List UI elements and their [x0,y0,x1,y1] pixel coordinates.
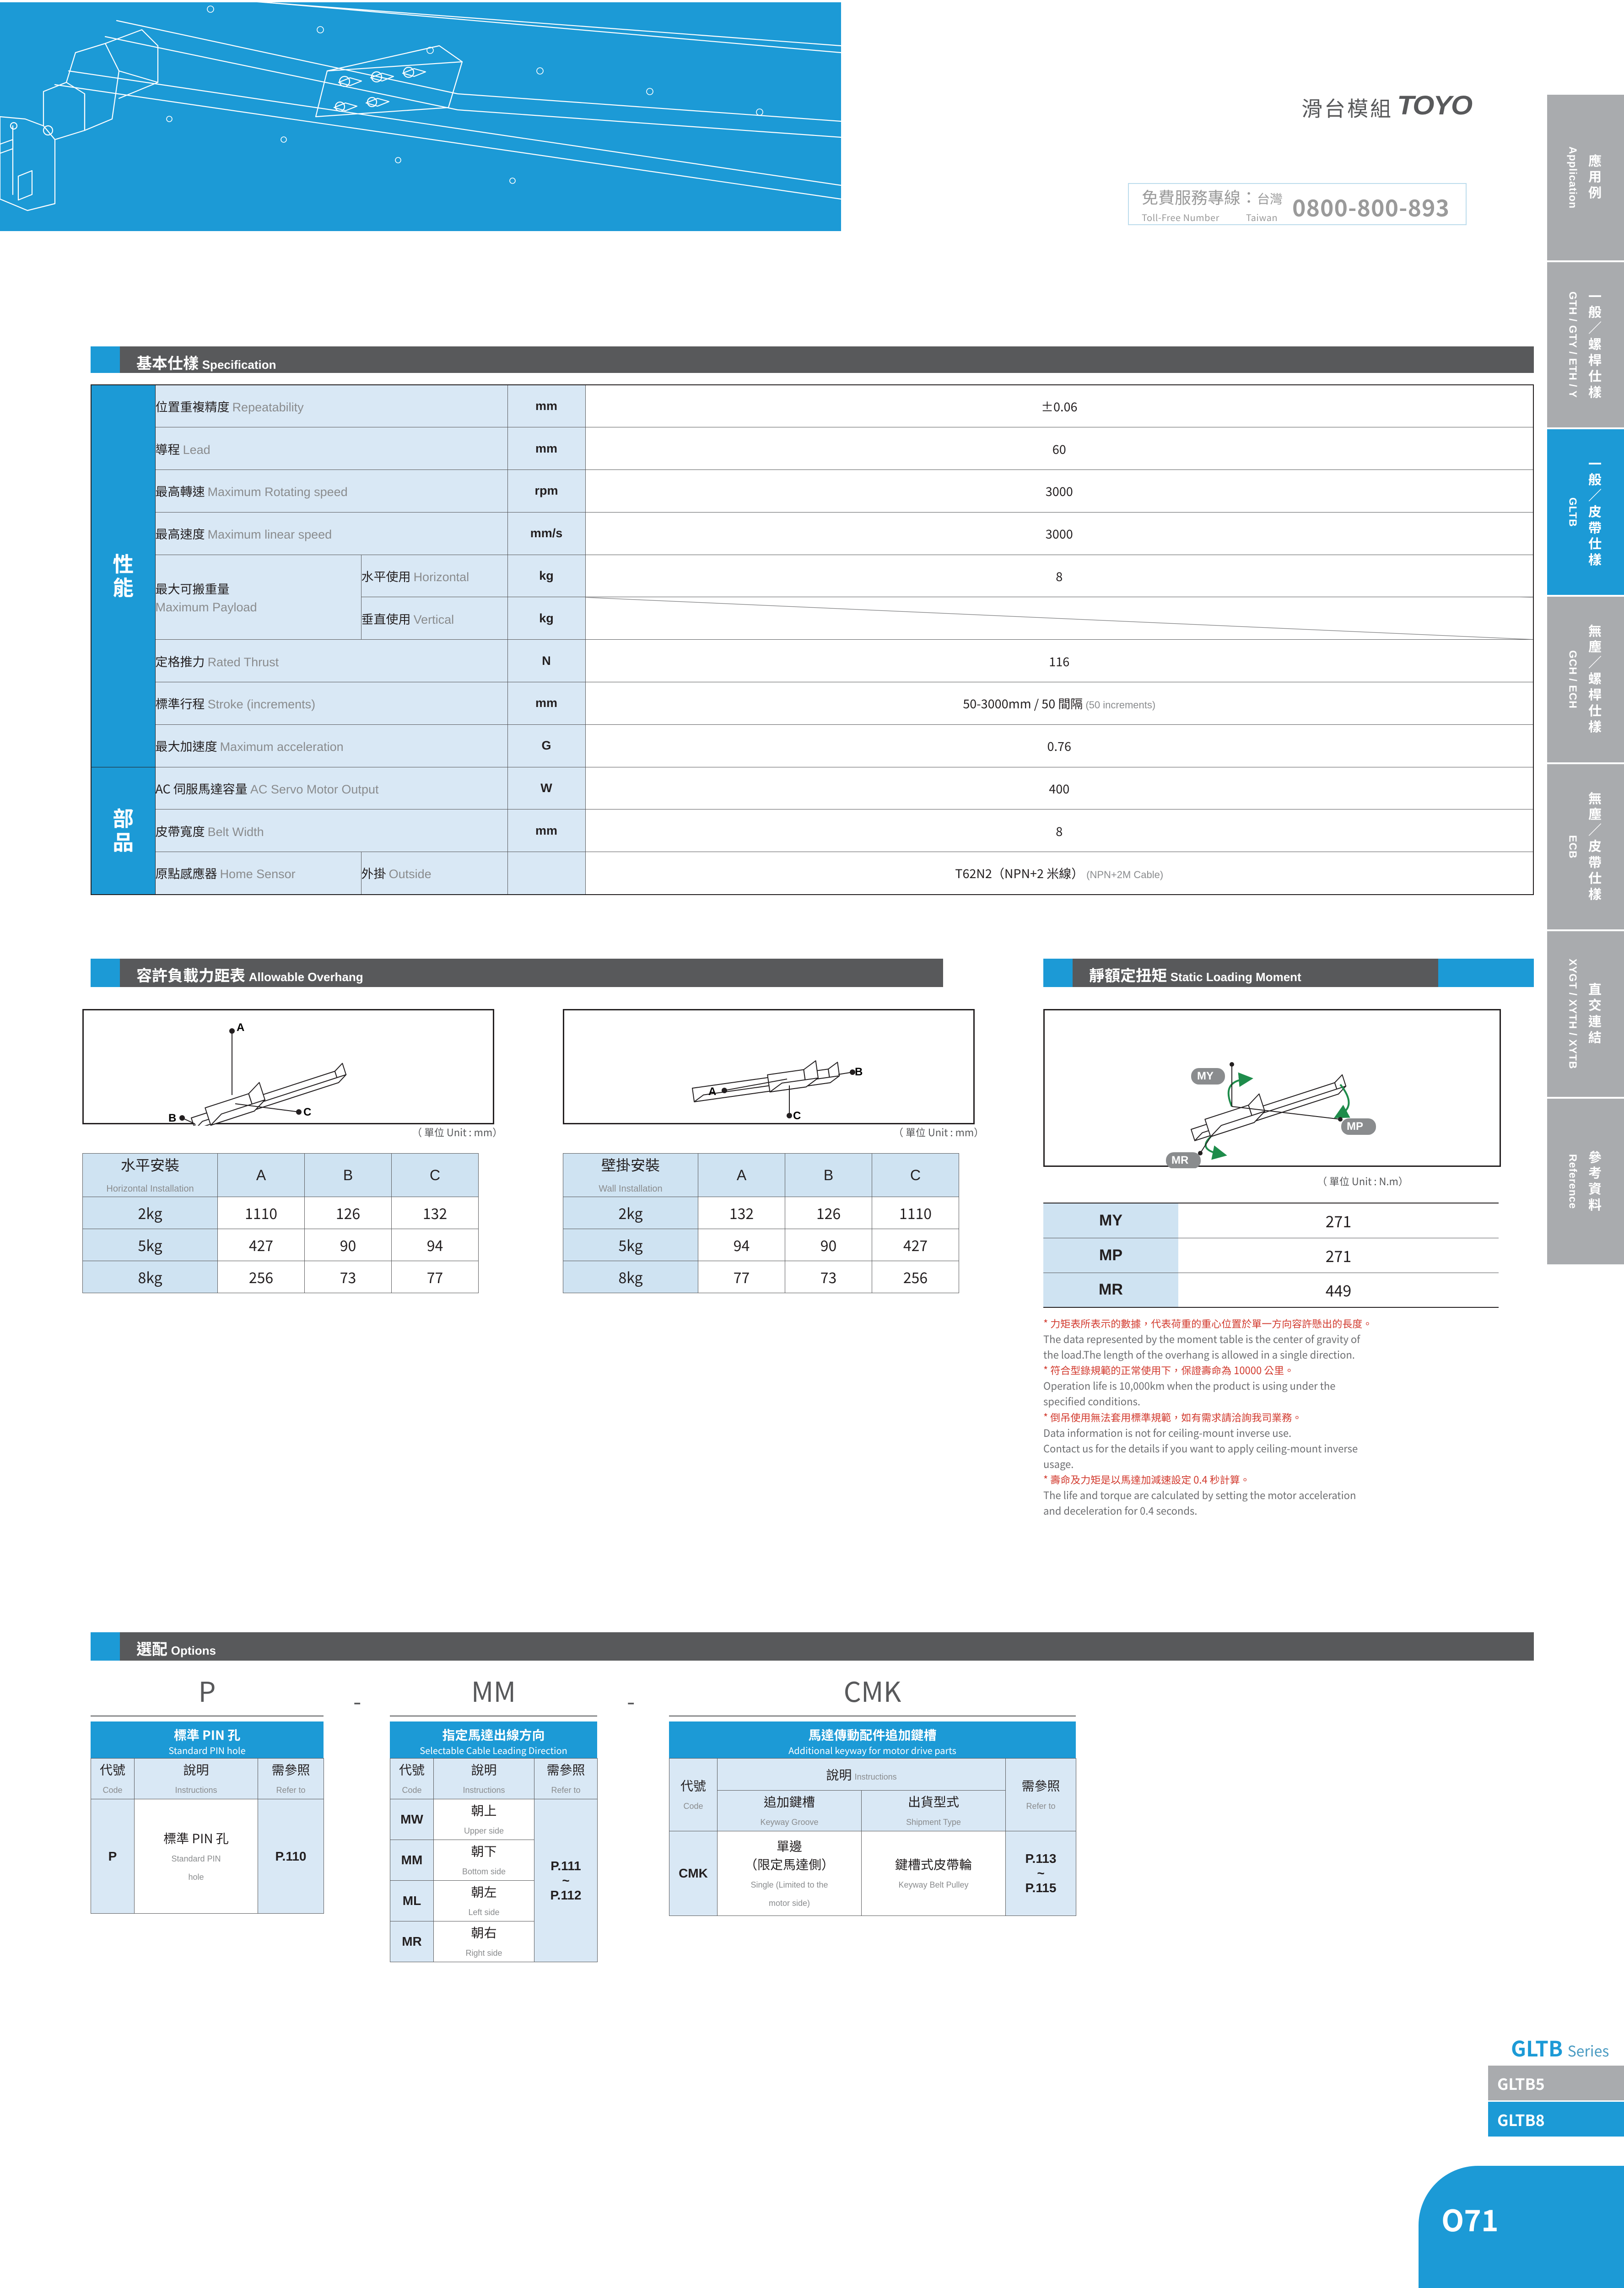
svg-text:B: B [168,1112,176,1124]
svg-text:B: B [855,1066,863,1078]
svg-text:MP: MP [1347,1120,1363,1133]
svg-text:A: A [708,1085,716,1098]
svg-text:C: C [303,1106,311,1118]
svg-text:A: A [237,1021,244,1034]
svg-text:C: C [793,1110,801,1122]
svg-text:MR: MR [1171,1154,1188,1166]
svg-text:MY: MY [1197,1070,1214,1082]
